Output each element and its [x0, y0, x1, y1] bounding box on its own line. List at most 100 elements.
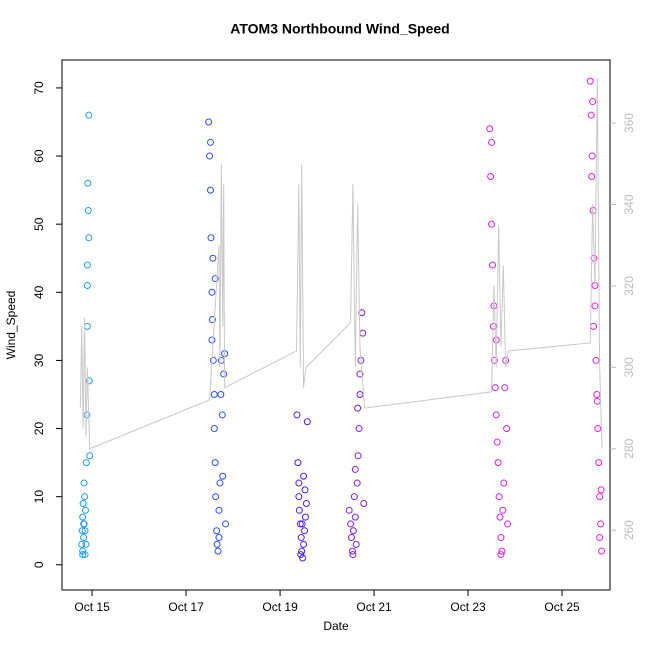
y2-tick-label: 360: [622, 113, 636, 133]
x-tick-label: Oct 21: [356, 600, 392, 614]
point: [213, 527, 221, 535]
point: [501, 384, 509, 392]
point: [503, 425, 511, 433]
point: [207, 138, 215, 146]
point: [81, 551, 89, 559]
point: [348, 534, 356, 542]
point: [296, 520, 304, 528]
point: [302, 499, 310, 507]
point: [81, 493, 89, 501]
point: [594, 425, 602, 433]
point: [500, 479, 508, 487]
point: [490, 356, 498, 364]
point: [488, 220, 496, 228]
x-tick-label: Oct 19: [262, 600, 298, 614]
y2-tick-label: 340: [622, 194, 636, 214]
point: [79, 499, 87, 507]
point: [301, 513, 309, 521]
point: [83, 261, 91, 269]
point: [208, 336, 216, 344]
point: [352, 540, 360, 548]
point: [81, 506, 89, 514]
point: [299, 554, 307, 562]
point: [354, 452, 362, 460]
point: [209, 356, 217, 364]
point: [216, 479, 224, 487]
point: [498, 547, 506, 555]
point: [211, 275, 219, 283]
point: [295, 479, 303, 487]
point: [359, 329, 367, 337]
point: [487, 172, 495, 180]
point: [494, 459, 502, 467]
point: [593, 397, 601, 405]
point: [589, 98, 597, 106]
point: [207, 186, 215, 194]
point: [348, 547, 356, 555]
point: [596, 493, 604, 501]
point: [588, 172, 596, 180]
x-tick-label: Oct 17: [168, 600, 204, 614]
point: [349, 527, 357, 535]
point: [85, 377, 93, 385]
x-tick-label: Oct 23: [450, 600, 486, 614]
point: [80, 520, 88, 528]
y-tick-label: 70: [32, 81, 46, 95]
y-tick-label: 50: [32, 217, 46, 231]
point: [81, 527, 89, 535]
point: [206, 152, 214, 160]
point: [218, 411, 226, 419]
point: [212, 493, 220, 501]
y-tick-label: 20: [32, 422, 46, 436]
point: [219, 472, 227, 480]
point: [209, 254, 217, 262]
point: [595, 459, 603, 467]
point: [84, 179, 92, 187]
point: [351, 465, 359, 473]
point: [298, 520, 306, 528]
point: [295, 493, 303, 501]
y-tick-label: 60: [32, 149, 46, 163]
point: [593, 390, 601, 398]
point: [356, 370, 364, 378]
y2-tick-label: 280: [622, 438, 636, 458]
point: [79, 551, 87, 559]
point: [587, 111, 595, 119]
point: [496, 513, 504, 521]
y-tick-label: 0: [32, 561, 46, 568]
point: [493, 438, 501, 446]
point: [354, 404, 362, 412]
point: [295, 506, 303, 514]
point: [347, 520, 355, 528]
point: [205, 118, 213, 126]
y2-tick-label: 260: [622, 520, 636, 540]
point: [592, 356, 600, 364]
plot-frame: [61, 59, 611, 591]
point: [80, 534, 88, 542]
point: [82, 540, 90, 548]
point: [349, 551, 357, 559]
point: [350, 493, 358, 501]
point: [597, 486, 605, 494]
y2-tick-label: 320: [622, 276, 636, 296]
point: [79, 513, 87, 521]
y-axis-label: Wind_Speed: [4, 291, 18, 360]
point: [215, 534, 223, 542]
point: [85, 234, 93, 242]
x-axis-label: Date: [323, 619, 349, 633]
point: [210, 425, 218, 433]
point: [358, 309, 366, 317]
point: [208, 288, 216, 296]
point: [491, 384, 499, 392]
point: [217, 356, 225, 364]
point: [78, 527, 86, 535]
point: [211, 459, 219, 467]
point: [301, 527, 309, 535]
point: [588, 152, 596, 160]
point: [83, 322, 91, 330]
point: [486, 125, 494, 133]
point: [488, 138, 496, 146]
y-tick-label: 10: [32, 490, 46, 504]
point: [360, 499, 368, 507]
